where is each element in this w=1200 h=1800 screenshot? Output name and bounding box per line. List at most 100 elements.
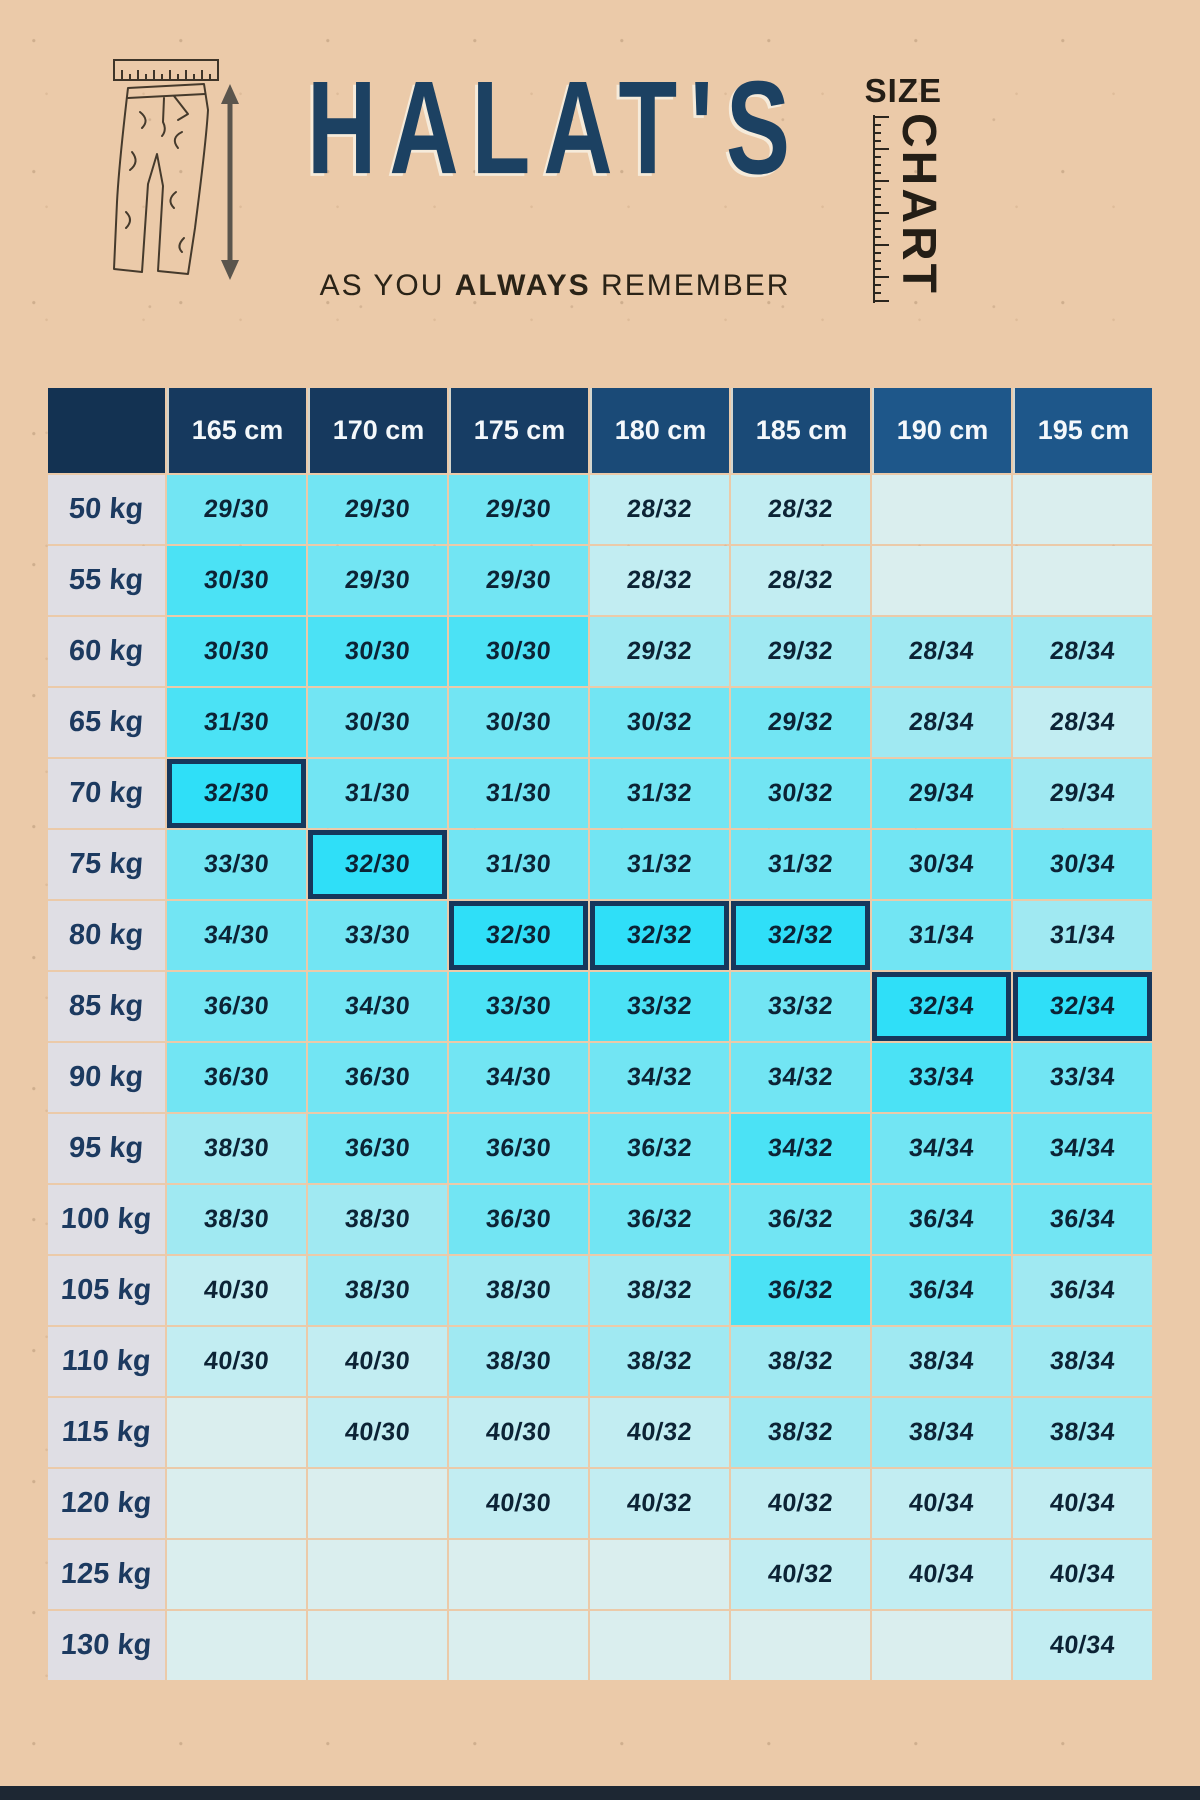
height-header: 190 cm [872,388,1011,473]
weight-label: 115 kg [48,1398,165,1467]
size-cell: 28/34 [872,688,1011,757]
ruler-icon [113,59,219,81]
size-cell: 28/32 [731,546,870,615]
size-cell: 29/30 [449,546,588,615]
size-cell: 38/32 [590,1256,729,1325]
size-cell: 28/32 [590,546,729,615]
size-cell [1013,475,1152,544]
weight-label: 110 kg [48,1327,165,1396]
size-cell: 36/32 [731,1185,870,1254]
size-cell: 29/34 [872,759,1011,828]
height-header: 165 cm [167,388,306,473]
size-cell: 33/34 [872,1043,1011,1112]
size-cell: 40/34 [1013,1540,1152,1609]
weight-label: 55 kg [48,546,165,615]
brand-block: HALAT'S AS YOU ALWAYS REMEMBER [262,59,848,303]
size-cell [308,1469,447,1538]
size-cell [1013,546,1152,615]
size-cell: 38/30 [449,1327,588,1396]
size-cell: 33/32 [731,972,870,1041]
weight-label: 100 kg [48,1185,165,1254]
size-cell: 29/32 [731,617,870,686]
size-cell [167,1398,306,1467]
size-cell: 40/30 [308,1398,447,1467]
size-cell: 30/30 [308,688,447,757]
size-cell: 36/34 [1013,1256,1152,1325]
weight-label: 50 kg [48,475,165,544]
size-cell: 36/34 [1013,1185,1152,1254]
size-cell: 31/32 [731,830,870,899]
weight-label: 80 kg [48,901,165,970]
size-cell: 34/32 [731,1043,870,1112]
size-cell-highlighted: 32/32 [590,901,729,970]
table-corner-cell [48,388,165,473]
size-chart-emblem: SIZE CHART [850,72,945,305]
size-cell [449,1611,588,1680]
size-cell: 30/30 [308,617,447,686]
size-cell: 40/34 [872,1469,1011,1538]
size-cell: 40/34 [872,1540,1011,1609]
size-cell-highlighted: 32/30 [308,830,447,899]
size-cell: 30/34 [872,830,1011,899]
size-cell: 29/30 [167,475,306,544]
size-cell: 33/30 [167,830,306,899]
size-cell: 36/30 [449,1114,588,1183]
size-cell: 30/32 [731,759,870,828]
weight-label: 70 kg [48,759,165,828]
tagline-prefix: AS YOU [319,268,455,302]
size-cell: 38/34 [1013,1398,1152,1467]
weight-label: 95 kg [48,1114,165,1183]
size-cell [167,1540,306,1609]
size-cell: 38/30 [167,1114,306,1183]
size-cell: 30/32 [590,688,729,757]
size-cell [167,1611,306,1680]
size-cell: 40/34 [1013,1469,1152,1538]
size-cell: 40/30 [449,1398,588,1467]
size-cell: 30/30 [449,617,588,686]
size-cell: 40/30 [167,1256,306,1325]
size-cell: 38/34 [1013,1327,1152,1396]
size-cell: 33/30 [308,901,447,970]
height-header: 175 cm [449,388,588,473]
size-cell-highlighted: 32/30 [449,901,588,970]
size-cell: 31/32 [590,759,729,828]
size-cell: 28/32 [590,475,729,544]
size-cell: 40/32 [590,1398,729,1467]
size-cell: 34/32 [590,1043,729,1112]
size-cell: 31/30 [308,759,447,828]
size-cell: 30/34 [1013,830,1152,899]
size-cell: 34/30 [449,1043,588,1112]
size-cell: 38/34 [872,1327,1011,1396]
weight-label: 105 kg [48,1256,165,1325]
tagline-suffix: REMEMBER [590,268,791,302]
size-cell: 31/34 [872,901,1011,970]
pants-illustration [84,52,254,290]
size-cell-highlighted: 32/34 [1013,972,1152,1041]
size-cell: 36/34 [872,1256,1011,1325]
vertical-ruler-icon [873,115,889,303]
size-cell: 36/30 [308,1043,447,1112]
weight-label: 60 kg [48,617,165,686]
size-cell: 38/30 [308,1256,447,1325]
size-cell [731,1611,870,1680]
weight-label: 85 kg [48,972,165,1041]
size-cell: 36/32 [731,1256,870,1325]
size-cell: 38/34 [872,1398,1011,1467]
size-cell: 29/30 [449,475,588,544]
size-cell: 36/30 [167,972,306,1041]
tagline-bold: ALWAYS [454,268,591,302]
size-cell: 33/32 [590,972,729,1041]
size-cell: 38/30 [167,1185,306,1254]
size-cell: 38/32 [590,1327,729,1396]
size-cell: 38/32 [731,1327,870,1396]
size-cell: 34/34 [1013,1114,1152,1183]
height-header: 170 cm [308,388,447,473]
size-cell [449,1540,588,1609]
size-label: SIZE [864,72,942,109]
size-cell: 31/30 [449,830,588,899]
size-cell: 28/34 [1013,617,1152,686]
size-cell: 36/30 [167,1043,306,1112]
size-cell: 36/34 [872,1185,1011,1254]
height-header: 180 cm [590,388,729,473]
weight-label: 125 kg [48,1540,165,1609]
